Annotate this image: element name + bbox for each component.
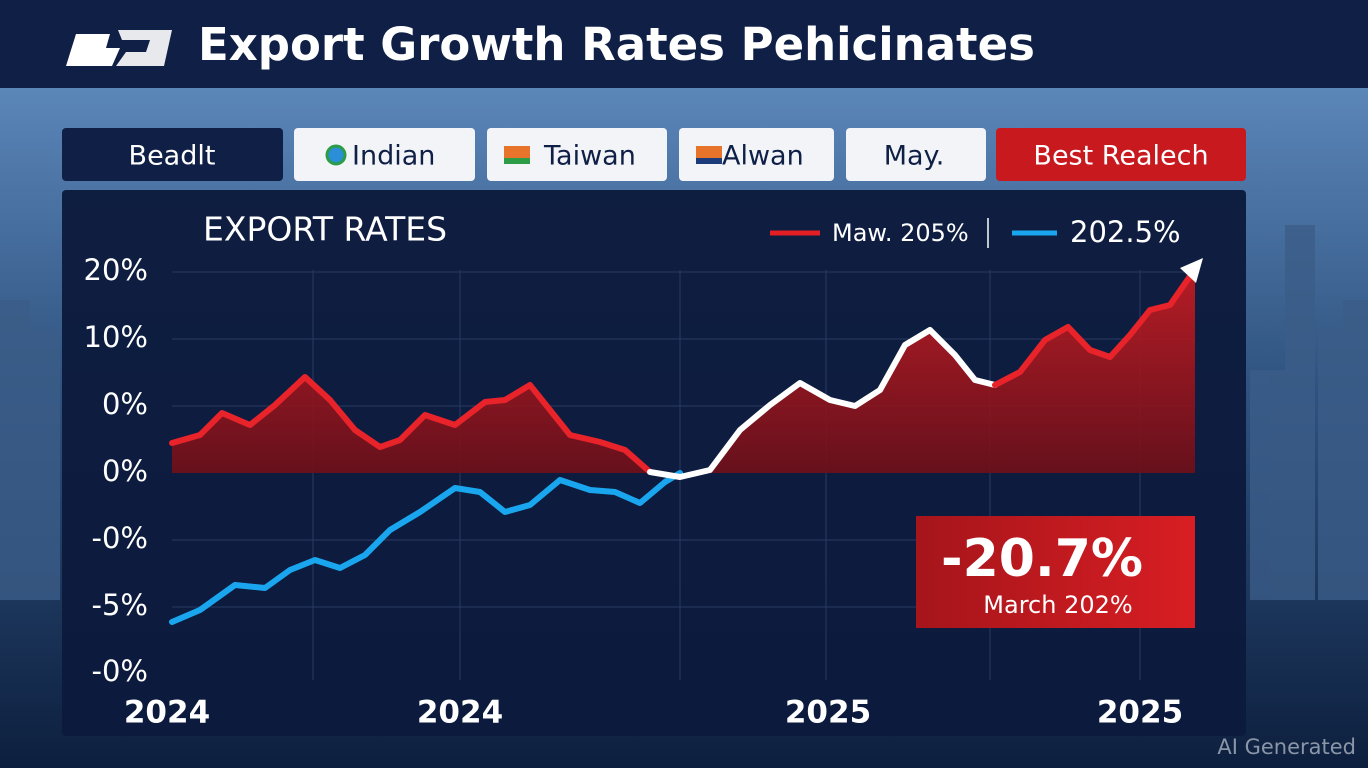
annotation-box (916, 516, 1195, 628)
tab[interactable] (679, 128, 834, 181)
watermark: AI Generated (1217, 735, 1356, 759)
logo (66, 30, 172, 66)
area (172, 270, 1195, 477)
tab-label[interactable]: Taiwan (543, 141, 636, 172)
y-tick-label: -5% (92, 588, 148, 622)
y-tick-label: 0% (102, 387, 148, 421)
tab[interactable] (846, 128, 986, 181)
tab-label[interactable]: Alwan (722, 141, 804, 172)
red-line (169, 374, 653, 475)
flag-icon (504, 158, 530, 164)
tab-label[interactable]: May. (884, 141, 945, 172)
red-line (992, 269, 1196, 388)
tab-label[interactable]: Beadlt (129, 141, 216, 172)
annotation-caption: March 202% (983, 591, 1132, 619)
x-tick-label: 2025 (1097, 695, 1183, 731)
skyline (0, 225, 1368, 600)
tab-label[interactable]: Best Realech (1033, 141, 1208, 172)
header-bar (0, 0, 1368, 88)
x-tick-label: 2025 (785, 695, 871, 731)
x-tick-label: 2024 (124, 695, 210, 731)
arrow-head (1180, 258, 1203, 283)
tab[interactable] (62, 128, 283, 181)
y-tick-label: 20% (84, 253, 148, 287)
tab[interactable] (996, 128, 1246, 181)
x-tick-label: 2024 (417, 695, 503, 731)
annotation-value: -20.7% (941, 529, 1143, 589)
tab[interactable] (294, 128, 475, 181)
tab-label[interactable]: Indian (352, 141, 435, 172)
legend-label: 202.5% (1070, 215, 1181, 249)
white-line (647, 327, 998, 480)
x-axis: 2024 2024 2025 2025 (124, 695, 1183, 731)
panel-title: EXPORT RATES (203, 210, 447, 249)
legend-label: Maw. 205% (832, 219, 969, 247)
y-tick-label: -0% (92, 654, 148, 688)
flag-icon (325, 144, 347, 166)
y-tick-label: 0% (102, 454, 148, 488)
y-tick-label: -0% (92, 521, 148, 555)
flag-icon (696, 158, 722, 164)
y-axis: 20% 10% 0% 0% -0% -5% -0% (84, 253, 148, 688)
y-tick-label: 10% (84, 320, 148, 354)
tab[interactable] (487, 128, 667, 181)
blue-line (169, 470, 683, 625)
title: Export Growth Rates Pehicinates (198, 18, 1035, 71)
